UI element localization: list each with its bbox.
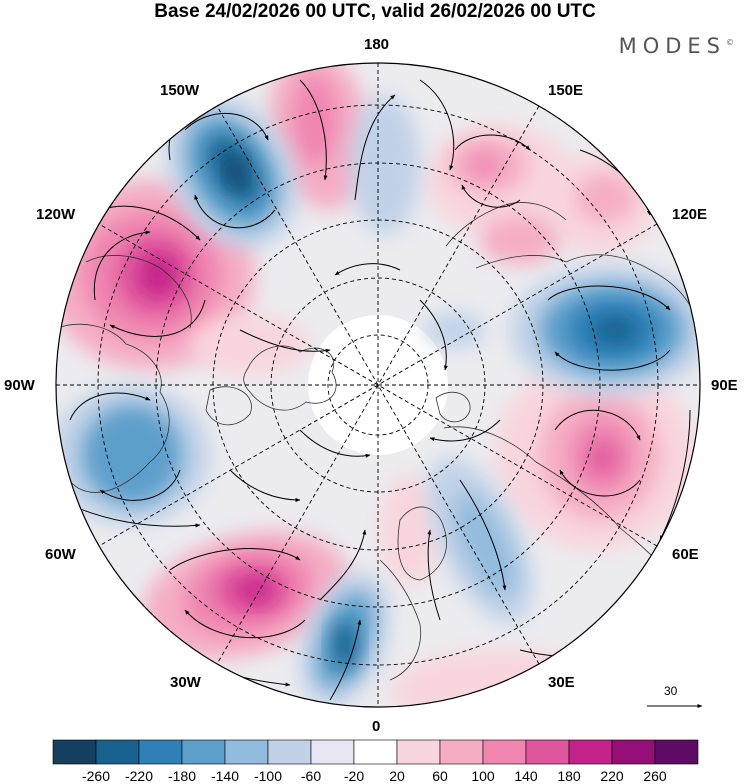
lon-label-180: 180 <box>364 36 390 53</box>
streamline <box>299 79 328 181</box>
streamline <box>99 469 181 501</box>
colorbar-label: 60 <box>432 768 448 784</box>
wind-reference-value: 30 <box>664 684 678 698</box>
lon-label-30w: 30W <box>170 674 201 691</box>
streamline <box>419 299 448 371</box>
streamline <box>554 349 671 371</box>
map-title: Base 24/02/2026 00 UTC, valid 26/02/2026… <box>154 1 596 22</box>
colorbar-label: -220 <box>124 768 154 784</box>
streamline <box>229 469 301 502</box>
streamline <box>69 392 151 421</box>
lon-label-0: 0 <box>372 718 381 735</box>
streamline <box>329 619 362 701</box>
streamline <box>429 419 501 442</box>
lon-label-60w: 60W <box>45 546 76 563</box>
lon-label-150w: 150W <box>160 82 200 99</box>
streamline <box>559 469 641 497</box>
lon-label-30e: 30E <box>548 674 575 691</box>
colorbar-swatch <box>654 739 699 765</box>
colorbar-label: 140 <box>514 768 538 784</box>
streamline <box>334 263 401 276</box>
colorbar-label: -100 <box>253 768 283 784</box>
streamline <box>239 329 331 353</box>
streamline <box>109 299 206 337</box>
graticule <box>56 63 700 707</box>
lon-label-90e: 90E <box>711 377 738 394</box>
map-boundary <box>55 62 701 708</box>
streamline <box>184 609 306 639</box>
lon-label-60e: 60E <box>672 546 699 563</box>
lon-label-120w: 120W <box>36 206 76 223</box>
colorbar-label: -20 <box>343 768 365 784</box>
colorbar-swatch <box>138 739 183 765</box>
streamline <box>547 285 671 311</box>
lon-label-120e: 120E <box>672 206 708 223</box>
streamline <box>554 409 641 441</box>
colorbar-swatch <box>95 739 140 765</box>
streamline <box>194 194 276 229</box>
streamline <box>184 112 269 141</box>
colorbar-label: -60 <box>300 768 322 784</box>
colorbar-swatch <box>482 739 527 765</box>
streamline <box>169 548 301 571</box>
lon-label-90w: 90W <box>4 377 35 394</box>
anomaly-90w-low <box>56 385 210 525</box>
colorbar-swatch <box>525 739 570 765</box>
streamline <box>319 529 367 601</box>
streamline <box>354 94 396 201</box>
colorbar-swatch <box>396 739 441 765</box>
streamline <box>93 230 151 301</box>
colorbar-swatch <box>52 739 97 765</box>
streamline <box>659 409 691 541</box>
colorbar-swatch <box>611 739 656 765</box>
colorbar-swatch <box>181 739 226 765</box>
colorbar-label: -180 <box>167 768 197 784</box>
anomaly-180-low <box>350 95 420 235</box>
colorbar-swatch <box>353 739 398 765</box>
modes-logo: MODES© <box>619 34 734 58</box>
anomaly-90e-60e-high <box>495 360 695 550</box>
colorbar-label: 100 <box>471 768 495 784</box>
colorbar-label: 220 <box>600 768 624 784</box>
colorbar <box>52 739 699 765</box>
streamline <box>427 529 441 621</box>
wind-streamlines <box>59 79 691 701</box>
streamline <box>299 429 371 458</box>
colorbar-label: -260 <box>81 768 111 784</box>
brand-text: MODES <box>618 34 726 58</box>
colorbar-swatch <box>224 739 269 765</box>
anomaly-150e-ridge <box>425 125 575 235</box>
colorbar-swatch <box>568 739 613 765</box>
colorbar-label: 180 <box>557 768 581 784</box>
streamline <box>459 479 507 591</box>
colorbar-label: 260 <box>643 768 667 784</box>
colorbar-swatch <box>310 739 355 765</box>
lon-label-150e: 150E <box>548 82 584 99</box>
colorbar-swatch <box>267 739 312 765</box>
colorbar-swatch <box>439 739 484 765</box>
anomaly-90e-low <box>510 265 700 395</box>
streamline <box>454 134 531 151</box>
anomaly-field <box>56 63 700 707</box>
brand-mark: © <box>726 38 734 47</box>
streamline <box>461 184 521 208</box>
streamline <box>419 79 455 171</box>
colorbar-label: 20 <box>389 768 405 784</box>
colorbar-label: -140 <box>210 768 240 784</box>
